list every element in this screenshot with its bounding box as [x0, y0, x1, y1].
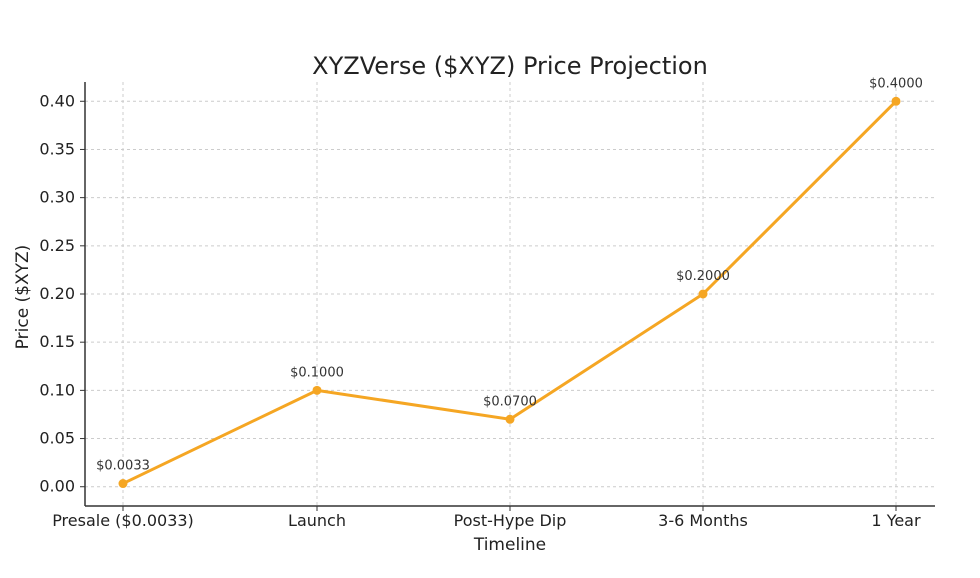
y-tick-label: 0.15 [39, 332, 75, 351]
y-tick-label: 0.05 [39, 429, 75, 448]
y-tick-label: 0.30 [39, 188, 75, 207]
y-tick-label: 0.40 [39, 91, 75, 110]
data-point [698, 289, 708, 299]
data-labels: $0.0033 $0.1000 $0.0700 $0.2000 $0.4000 [96, 76, 923, 473]
y-tick-label: 0.10 [39, 380, 75, 399]
x-tick-label: Presale ($0.0033) [52, 511, 194, 530]
series [118, 96, 901, 489]
tick-labels: 0.00 0.05 0.10 0.15 0.20 0.25 0.30 0.35 0.40 Pres… [39, 91, 921, 530]
data-point [891, 96, 901, 106]
x-tick-label: Post-Hype Dip [454, 511, 567, 530]
data-point [118, 479, 128, 489]
data-label: $0.0700 [483, 394, 537, 409]
data-point [505, 414, 515, 424]
y-tick-label: 0.20 [39, 284, 75, 303]
y-axis-label: Price ($XYZ) [13, 245, 33, 350]
x-tick-label: Launch [288, 511, 346, 530]
x-tick-label: 1 Year [871, 511, 921, 530]
data-point [312, 385, 322, 395]
chart-title: XYZVerse ($XYZ) Price Projection [312, 52, 708, 80]
data-label: $0.0033 [96, 459, 150, 474]
x-tick-label: 3-6 Months [658, 511, 748, 530]
data-label: $0.1000 [290, 365, 344, 380]
x-axis-label: Timeline [473, 535, 546, 555]
y-tick-label: 0.00 [39, 477, 75, 496]
axes [80, 82, 935, 511]
data-label: $0.4000 [869, 76, 923, 91]
y-tick-label: 0.35 [39, 139, 75, 158]
y-tick-label: 0.25 [39, 236, 75, 255]
data-label: $0.2000 [676, 269, 730, 284]
grid [85, 82, 935, 506]
